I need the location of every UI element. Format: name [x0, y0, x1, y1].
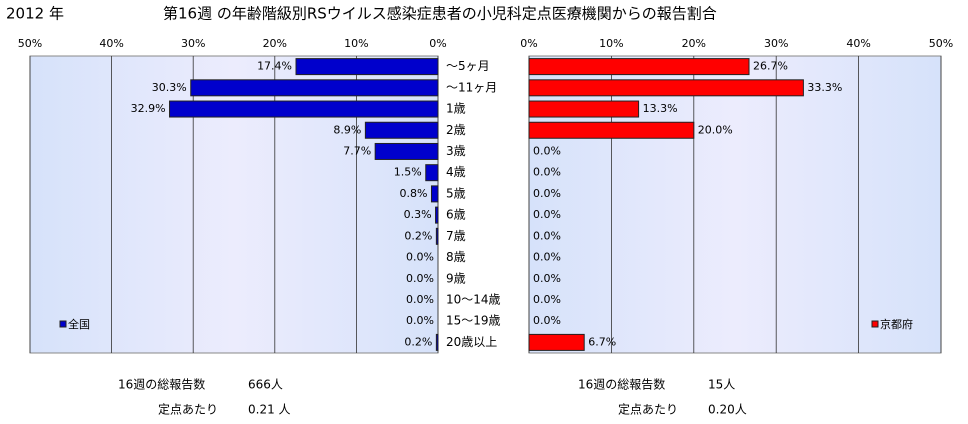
per-label: 定点あたり — [158, 402, 218, 417]
value-label: 0.2% — [404, 229, 432, 242]
category-label: 8歳 — [446, 250, 466, 264]
value-label: 17.4% — [257, 60, 292, 73]
category-label: 1歳 — [446, 102, 466, 116]
bar — [295, 58, 439, 76]
value-label: 0.3% — [404, 208, 432, 221]
category-label: 6歳 — [446, 208, 466, 222]
category-label: 7歳 — [446, 229, 466, 243]
bar — [528, 100, 640, 118]
x-tick-label: 20% — [682, 37, 706, 50]
x-tick-label: 50% — [18, 37, 42, 50]
bar — [374, 142, 439, 160]
bar — [528, 58, 750, 76]
legend-swatch — [871, 320, 879, 328]
category-label: 2歳 — [446, 123, 466, 137]
bar — [435, 206, 439, 224]
value-label: 0.0% — [533, 187, 561, 200]
x-tick-label: 10% — [344, 37, 368, 50]
value-label: 0.0% — [533, 229, 561, 242]
x-tick-label: 50% — [929, 37, 953, 50]
value-label: 0.0% — [533, 208, 561, 221]
category-label: 5歳 — [446, 186, 466, 200]
value-label: 0.0% — [406, 251, 434, 264]
x-tick-label: 0% — [429, 37, 446, 50]
per: 0.21 人 — [248, 403, 291, 417]
bar — [364, 121, 439, 139]
value-label: 30.3% — [152, 81, 187, 94]
year: 2012 年 — [6, 5, 64, 23]
bar — [528, 121, 695, 139]
per-label: 定点あたり — [618, 402, 678, 417]
x-tick-label: 30% — [181, 37, 205, 50]
x-tick-label: 30% — [764, 37, 788, 50]
value-label: 7.7% — [343, 144, 371, 157]
value-label: 0.0% — [533, 272, 561, 285]
bar — [435, 333, 439, 351]
chart-title: 第16週 の年齢階級別RSウイルス感染症患者の小児科定点医療機関からの報告割合 — [163, 5, 717, 23]
category-label: ～5ヶ月 — [446, 59, 490, 73]
x-tick-label: 20% — [263, 37, 287, 50]
bar — [435, 227, 439, 245]
total: 666人 — [248, 378, 283, 392]
value-label: 20.0% — [698, 123, 733, 136]
value-label: 0.0% — [406, 272, 434, 285]
value-label: 26.7% — [753, 60, 788, 73]
bar — [190, 79, 439, 97]
bar — [169, 100, 439, 118]
legend-label: 全国 — [68, 317, 90, 331]
total: 15人 — [708, 378, 735, 392]
value-label: 13.3% — [643, 102, 678, 115]
bar — [425, 164, 439, 182]
total-label: 16週の総報告数 — [578, 377, 665, 392]
bar — [430, 185, 439, 203]
value-label: 0.2% — [404, 335, 432, 348]
value-label: 0.0% — [533, 251, 561, 264]
value-label: 0.0% — [533, 144, 561, 157]
per: 0.20人 — [708, 403, 747, 417]
value-label: 0.0% — [406, 314, 434, 327]
category-label: 9歳 — [446, 271, 466, 285]
value-label: 33.3% — [807, 81, 842, 94]
legend-label: 京都府 — [880, 317, 913, 331]
bar — [528, 333, 585, 351]
x-tick-label: 0% — [520, 37, 537, 50]
legend-swatch — [59, 320, 67, 328]
value-label: 8.9% — [333, 123, 361, 136]
value-label: 6.7% — [588, 335, 616, 348]
total-label: 16週の総報告数 — [118, 377, 205, 392]
value-label: 0.8% — [400, 187, 428, 200]
x-tick-label: 40% — [99, 37, 123, 50]
value-label: 0.0% — [533, 314, 561, 327]
category-label: 20歳以上 — [446, 335, 497, 349]
x-tick-label: 10% — [599, 37, 623, 50]
category-label: 3歳 — [446, 144, 466, 158]
value-label: 0.0% — [533, 293, 561, 306]
category-label: 10～14歳 — [446, 292, 501, 306]
value-label: 0.0% — [406, 293, 434, 306]
value-label: 0.0% — [533, 166, 561, 179]
value-label: 32.9% — [131, 102, 166, 115]
category-label: ～11ヶ月 — [446, 80, 497, 94]
bar — [528, 79, 804, 97]
value-label: 1.5% — [394, 166, 422, 179]
x-tick-label: 40% — [846, 37, 870, 50]
category-label: 4歳 — [446, 165, 466, 179]
category-label: 15～19歳 — [446, 314, 501, 328]
